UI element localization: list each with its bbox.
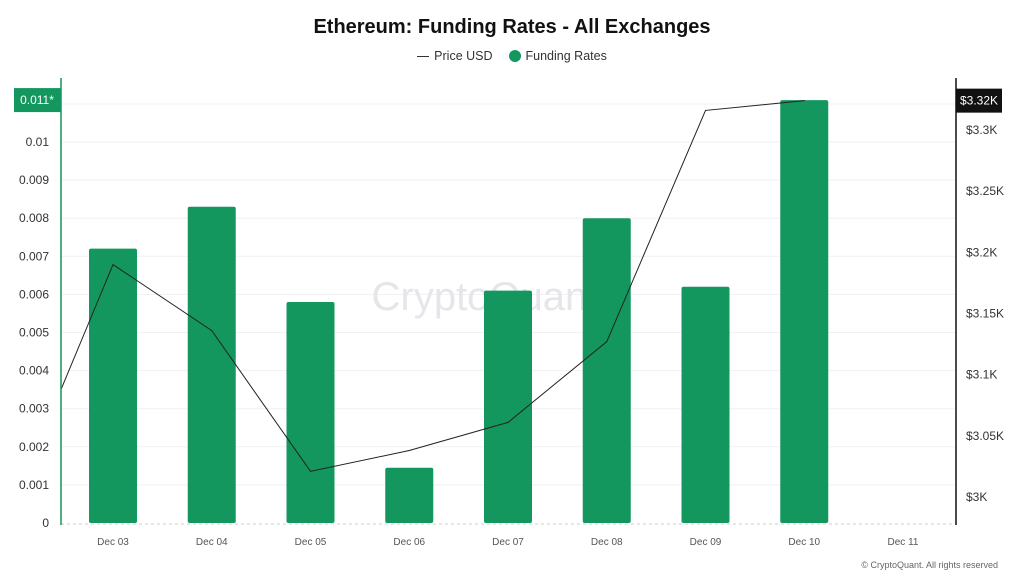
left-tick-label: 0.01 [26, 135, 50, 149]
bar-funding-rate[interactable] [780, 100, 829, 523]
bar-funding-rate[interactable] [681, 286, 730, 523]
price-point [606, 341, 608, 343]
left-tick-label: 0.009 [19, 173, 49, 187]
bar-funding-rate[interactable] [187, 206, 236, 523]
x-tick-label: Dec 10 [788, 537, 820, 548]
x-tick-label: Dec 06 [393, 537, 425, 548]
x-tick-label: Dec 09 [690, 537, 722, 548]
legend: Price USD Funding Rates [0, 49, 1024, 63]
bar-funding-rate[interactable] [286, 302, 335, 523]
price-point [705, 109, 706, 111]
left-tick-label: 0.005 [19, 326, 49, 340]
left-tick-label: 0.002 [19, 440, 49, 454]
right-tick-label: $3.3K [966, 123, 997, 137]
x-tick-label: Dec 11 [888, 537, 919, 548]
dot-swatch-icon [508, 50, 521, 62]
legend-label-price: Price USD [434, 49, 493, 63]
chart-title: Ethereum: Funding Rates - All Exchanges [313, 16, 711, 38]
price-point [211, 330, 213, 332]
left-tick-label: 0 [42, 516, 49, 530]
price-point [803, 100, 805, 102]
x-tick-label: Dec 05 [295, 537, 327, 548]
line-swatch-icon [417, 55, 430, 57]
left-tick-label: 0.007 [19, 249, 49, 263]
bar-funding-rate[interactable] [484, 290, 532, 523]
left-tick-label: 0.001 [19, 478, 49, 492]
x-tick-label: Dec 07 [492, 537, 524, 548]
price-point [408, 450, 410, 452]
bar-funding-rate[interactable] [89, 248, 137, 523]
bar-funding-rate[interactable] [385, 467, 434, 523]
copyright: © CryptoQuant. All rights reserved [861, 560, 998, 570]
left-tick-label: 0.004 [19, 364, 49, 378]
left-current-value-label: 0.011* [20, 93, 54, 107]
legend-item-funding[interactable]: Funding Rates [508, 49, 607, 63]
price-point [112, 264, 114, 266]
right-current-value-label: $3.32K [960, 94, 998, 108]
x-tick-label: Dec 03 [97, 537, 129, 548]
right-tick-label: $3.2K [966, 245, 997, 259]
right-tick-label: $3K [966, 490, 987, 504]
right-current-value-flag [956, 88, 1002, 113]
right-tick-label: $3.15K [966, 307, 1004, 321]
x-tick-label: Dec 08 [591, 537, 623, 548]
price-point [507, 421, 509, 423]
x-tick-label: Dec 04 [196, 537, 228, 548]
left-tick-label: 0.006 [19, 287, 49, 301]
right-tick-label: $3.25K [966, 184, 1004, 198]
price-point [14, 501, 15, 502]
right-tick-label: $3.1K [966, 368, 997, 382]
right-tick-label: $3.05K [966, 429, 1004, 443]
legend-label-funding: Funding Rates [525, 49, 607, 63]
legend-item-price[interactable]: Price USD [417, 49, 493, 63]
left-tick-label: 0.003 [19, 402, 49, 416]
left-tick-label: 0.008 [19, 211, 49, 225]
price-point [310, 470, 311, 472]
left-current-value-flag [14, 88, 61, 113]
bar-funding-rate[interactable] [582, 218, 631, 523]
